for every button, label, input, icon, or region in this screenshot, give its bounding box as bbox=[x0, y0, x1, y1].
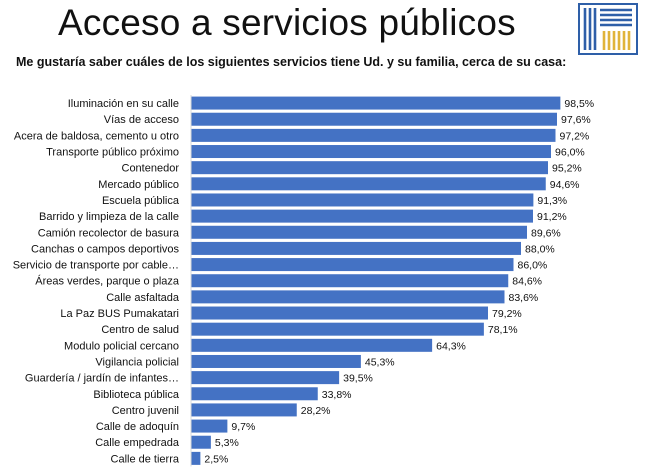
value-label: 97,2% bbox=[560, 130, 590, 142]
category-label: Transporte público próximo bbox=[46, 147, 179, 159]
value-label: 97,6% bbox=[561, 114, 591, 126]
category-label: Centro de salud bbox=[101, 324, 179, 336]
bar bbox=[191, 419, 228, 433]
value-label: 84,6% bbox=[512, 276, 542, 288]
category-label: Calle de tierra bbox=[111, 453, 180, 465]
value-label: 88,0% bbox=[525, 243, 555, 255]
category-label: Áreas verdes, parque o plaza bbox=[35, 275, 180, 288]
value-label: 78,1% bbox=[488, 324, 518, 336]
value-label: 96,0% bbox=[555, 147, 585, 159]
value-label: 91,3% bbox=[537, 195, 567, 207]
bar bbox=[191, 435, 211, 449]
bar bbox=[191, 403, 297, 417]
value-label: 9,7% bbox=[231, 421, 255, 433]
bar bbox=[191, 371, 340, 385]
category-label: Guardería / jardín de infantes… bbox=[25, 373, 179, 385]
category-label: Vías de acceso bbox=[104, 114, 179, 126]
bar bbox=[191, 145, 551, 159]
bar bbox=[191, 161, 548, 175]
category-label: La Paz BUS Pumakatari bbox=[60, 308, 179, 320]
bar bbox=[191, 274, 509, 288]
bar bbox=[191, 322, 484, 336]
value-label: 94,6% bbox=[550, 179, 580, 191]
bar bbox=[191, 258, 514, 272]
category-label: Servicio de transporte por cable… bbox=[13, 260, 179, 272]
category-label: Escuela pública bbox=[102, 195, 180, 207]
value-label: 33,8% bbox=[322, 389, 352, 401]
category-label: Contenedor bbox=[122, 163, 180, 175]
value-label: 79,2% bbox=[492, 308, 522, 320]
value-label: 45,3% bbox=[365, 356, 395, 368]
bar bbox=[191, 241, 521, 255]
value-label: 89,6% bbox=[531, 227, 561, 239]
category-label: Iluminación en su calle bbox=[68, 98, 179, 110]
bar bbox=[191, 193, 534, 207]
category-label: Calle empedrada bbox=[95, 437, 180, 449]
institution-logo-icon bbox=[578, 3, 638, 55]
category-label: Calle de adoquín bbox=[96, 421, 179, 433]
value-label: 39,5% bbox=[343, 373, 373, 385]
bar bbox=[191, 96, 561, 110]
value-label: 64,3% bbox=[436, 340, 466, 352]
value-label: 91,2% bbox=[537, 211, 567, 223]
bar bbox=[191, 451, 201, 465]
category-label: Mercado público bbox=[98, 179, 179, 191]
category-label: Vigilancia policial bbox=[95, 356, 179, 368]
bar bbox=[191, 354, 361, 368]
value-label: 5,3% bbox=[215, 437, 239, 449]
question-subtitle: Me gustaría saber cuáles de los siguient… bbox=[16, 55, 567, 69]
category-label: Acera de baldosa, cemento u otro bbox=[14, 130, 179, 142]
value-label: 95,2% bbox=[552, 163, 582, 175]
bar bbox=[191, 338, 433, 352]
value-label: 86,0% bbox=[518, 260, 548, 272]
bar bbox=[191, 387, 318, 401]
category-label: Calle asfaltada bbox=[106, 292, 180, 304]
bar bbox=[191, 112, 557, 126]
category-label: Centro juvenil bbox=[112, 405, 179, 417]
category-label: Modulo policial cercano bbox=[64, 340, 179, 352]
bar bbox=[191, 306, 488, 320]
category-label: Biblioteca pública bbox=[93, 389, 179, 401]
category-label: Canchas o campos deportivos bbox=[31, 243, 179, 255]
bar bbox=[191, 177, 546, 191]
value-label: 28,2% bbox=[301, 405, 331, 417]
bar bbox=[191, 128, 556, 142]
page-title: Acceso a servicios públicos bbox=[58, 2, 516, 43]
category-label: Barrido y limpieza de la calle bbox=[39, 211, 179, 223]
value-label: 2,5% bbox=[204, 453, 228, 465]
bar bbox=[191, 290, 505, 304]
bar bbox=[191, 209, 533, 223]
bar bbox=[191, 225, 527, 239]
value-label: 98,5% bbox=[564, 98, 594, 110]
value-label: 83,6% bbox=[509, 292, 539, 304]
category-label: Camión recolector de basura bbox=[38, 227, 180, 239]
